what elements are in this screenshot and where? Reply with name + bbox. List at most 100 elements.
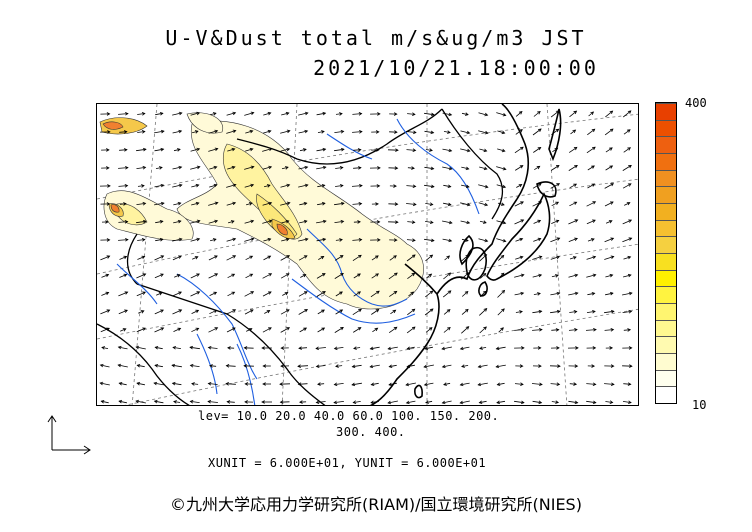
wind-arrow [136,291,146,297]
wind-arrow-head [214,129,219,134]
wind-arrow-head [195,183,200,188]
wind-arrow-head [393,238,398,242]
wind-arrow-head [173,400,177,404]
wind-arrow [263,238,271,242]
wind-arrow [532,274,542,278]
wind-arrow [208,255,218,261]
wind-arrow-head [429,290,434,295]
wind-arrow-head [447,326,451,331]
wind-arrow [227,166,235,170]
wind-arrow-head [141,130,146,134]
wind-arrow [191,202,199,206]
wind-arrow [604,237,614,243]
wind-arrow-head [123,148,128,152]
wind-arrow [550,237,560,243]
wind-arrow [388,346,398,350]
colorbar-cell [656,319,676,337]
wind-arrow [515,238,523,242]
wind-arrow-head [412,112,416,116]
wind-arrow [190,166,200,170]
wind-arrow-head [268,147,273,151]
wind-arrow-head [159,237,164,242]
wind-arrow [101,274,109,278]
wind-arrow-head [482,290,487,295]
wind-arrow [209,238,217,242]
wind-arrow-head [556,237,561,241]
wind-arrow [496,220,506,224]
wind-arrow-head [322,291,326,295]
wind-arrow-head [280,364,284,368]
wind-arrow-head [333,346,338,351]
wind-arrow [352,327,362,333]
wind-arrow-head [339,184,344,188]
wind-arrow-head [171,381,176,386]
wind-arrow-head [195,327,200,331]
wind-arrow [137,256,145,260]
wind-arrow-head [447,202,452,207]
wind-arrow-head [160,183,165,188]
wind-arrow-head [209,364,213,368]
wind-arrow [585,329,597,331]
wind-arrow-head [213,183,218,188]
wind-arrow [424,184,434,188]
wind-arrow-head [521,346,525,350]
wind-arrow [262,220,272,224]
wind-arrow [190,220,200,224]
colorbar-cell [656,102,676,120]
wind-arrow [389,291,397,297]
wind-arrow-head [232,309,237,313]
wind-arrow [190,273,200,279]
wind-arrow-head [232,201,237,206]
wind-arrow-head [212,238,217,242]
wind-arrow-head [268,201,273,206]
wind-arrow [479,166,487,170]
wind-arrow [496,400,506,404]
wind-arrow-head [574,219,579,223]
wind-arrow-head [250,309,254,313]
wind-arrow-head [484,184,489,189]
wind-arrow-head [299,400,303,404]
wind-arrow-head [196,237,201,242]
wind-arrow [370,290,380,298]
wind-arrow [552,147,558,153]
wind-arrow-head [592,255,597,259]
map-canvas [97,104,638,405]
wind-arrow-head [177,327,182,332]
wind-arrow [516,184,522,188]
wind-arrow-head [538,201,543,205]
wind-arrow [551,274,559,278]
wind-arrow-head [411,272,416,277]
wind-arrow [586,219,596,225]
wind-arrow [406,382,416,386]
wind-arrow-head [196,165,201,170]
wind-arrow [245,273,253,279]
wind-arrow-head [106,112,111,116]
wind-arrow [190,346,200,350]
wind-arrow [172,291,182,297]
wind-arrow-head [358,112,363,116]
wind-arrow [514,274,524,278]
wind-arrow-head [262,364,267,368]
wind-arrow [190,148,200,152]
wind-arrow [318,256,324,260]
wind-arrow-head [231,147,236,152]
wind-arrow [551,201,559,207]
wind-arrow [316,112,326,116]
wind-arrow [155,346,163,350]
wind-arrow [353,401,361,403]
wind-arrow-head [572,129,577,134]
chart-title: U-V&Dust total m/s&ug/m3 JST [165,26,587,50]
wind-arrow [119,256,127,260]
wind-arrow-head [351,382,356,387]
wind-arrow [136,148,146,152]
wind-arrow [335,291,343,297]
wind-arrow [137,185,145,187]
wind-arrow [190,365,200,367]
wind-arrow-head [358,254,362,259]
wind-arrow [605,220,613,224]
wind-arrow [353,167,361,169]
wind-arrow [263,255,271,261]
wind-arrow [514,292,524,296]
wind-arrow-head [610,255,615,259]
wind-arrow [478,184,488,188]
